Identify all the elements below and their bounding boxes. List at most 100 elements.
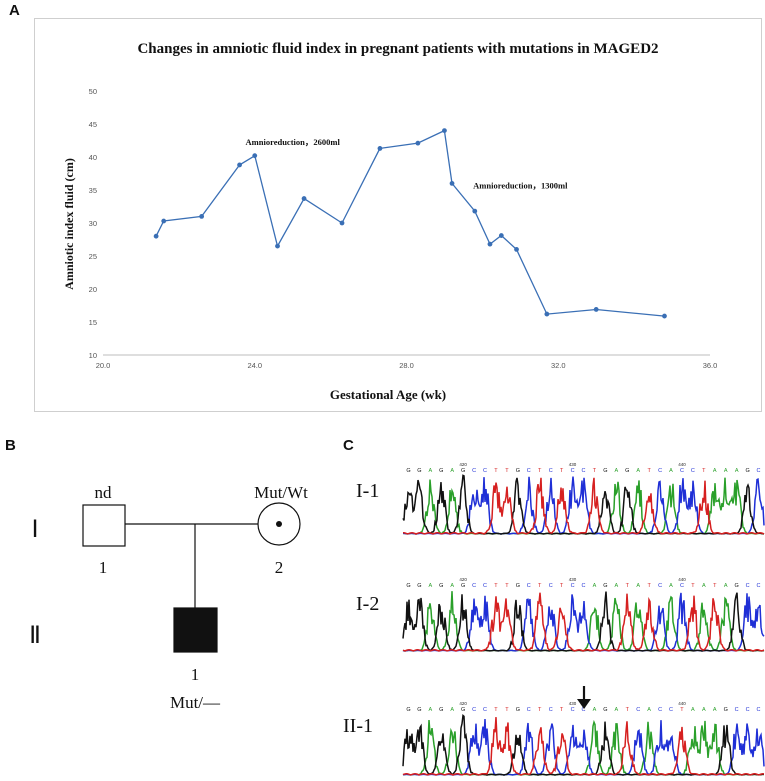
generation-label-2: Ⅱ bbox=[29, 623, 41, 649]
x-tick-label: 32.0 bbox=[551, 361, 566, 370]
base-call: G bbox=[516, 583, 520, 589]
data-point bbox=[237, 162, 242, 168]
data-point bbox=[662, 313, 667, 319]
base-call: T bbox=[560, 583, 564, 589]
base-call: T bbox=[691, 583, 695, 589]
y-tick-label: 40 bbox=[89, 153, 97, 162]
position-number: 440 bbox=[678, 701, 686, 706]
base-call: G bbox=[735, 583, 739, 589]
base-call: C bbox=[472, 468, 476, 474]
position-number: 440 bbox=[678, 577, 686, 582]
x-tick-label: 28.0 bbox=[399, 361, 414, 370]
position-number: 420 bbox=[459, 701, 467, 706]
position-number: 440 bbox=[678, 462, 686, 467]
base-call: T bbox=[702, 468, 706, 474]
mutation-arrow-icon bbox=[577, 686, 591, 709]
base-call: C bbox=[658, 707, 662, 713]
base-call: G bbox=[603, 468, 607, 474]
y-tick-label: 15 bbox=[89, 318, 97, 327]
data-point bbox=[514, 247, 519, 252]
chart-annotation: Amnioreduction，1300ml bbox=[473, 181, 568, 191]
y-tick-label: 35 bbox=[89, 186, 97, 195]
panel-label-b: B bbox=[5, 437, 16, 454]
base-call: G bbox=[603, 583, 607, 589]
base-call: C bbox=[571, 468, 575, 474]
base-call: G bbox=[417, 707, 421, 713]
base-call: A bbox=[429, 583, 433, 589]
base-call: C bbox=[571, 583, 575, 589]
x-tick-label: 24.0 bbox=[247, 361, 262, 370]
data-point bbox=[593, 307, 599, 312]
data-point bbox=[449, 181, 455, 186]
panel-label-c: C bbox=[343, 437, 354, 454]
base-call: G bbox=[417, 468, 421, 474]
base-call: A bbox=[735, 468, 739, 474]
base-call: G bbox=[439, 468, 443, 474]
y-tick-label: 45 bbox=[89, 120, 97, 129]
base-call: A bbox=[713, 707, 717, 713]
ii1-number: 1 bbox=[191, 665, 200, 684]
chart-title: Changes in amniotic fluid index in pregn… bbox=[137, 41, 658, 57]
base-call: T bbox=[505, 707, 509, 713]
base-call: T bbox=[647, 468, 651, 474]
i1-number: 1 bbox=[99, 558, 108, 577]
base-call: C bbox=[691, 468, 695, 474]
x-tick-label: 36.0 bbox=[703, 361, 718, 370]
base-call: A bbox=[691, 707, 695, 713]
base-call: G bbox=[603, 707, 607, 713]
x-tick-label: 20.0 bbox=[96, 361, 111, 370]
data-point bbox=[498, 233, 504, 238]
carrier-dot bbox=[276, 521, 282, 527]
ii1-status: Mut/— bbox=[170, 693, 221, 712]
data-point bbox=[199, 214, 205, 219]
i2-status: Mut/Wt bbox=[254, 483, 308, 502]
base-call: G bbox=[745, 468, 749, 474]
position-number: 420 bbox=[459, 462, 467, 467]
chart-annotation: Amnioreduction，2600ml bbox=[246, 137, 341, 147]
base-call: T bbox=[494, 468, 498, 474]
base-call: C bbox=[472, 707, 476, 713]
i2-number: 2 bbox=[275, 558, 284, 577]
base-call: T bbox=[647, 583, 651, 589]
base-call: C bbox=[472, 583, 476, 589]
i1-male-unaffected bbox=[82, 504, 126, 547]
base-call: T bbox=[505, 583, 509, 589]
base-call: C bbox=[582, 468, 586, 474]
base-call: A bbox=[724, 468, 728, 474]
position-number: 430 bbox=[569, 701, 577, 706]
base-call: A bbox=[669, 583, 673, 589]
base-call: A bbox=[702, 707, 706, 713]
data-point bbox=[487, 241, 493, 247]
base-call: A bbox=[450, 468, 454, 474]
base-call: C bbox=[658, 583, 662, 589]
base-call: C bbox=[483, 583, 487, 589]
position-number: 430 bbox=[569, 462, 577, 467]
base-call: A bbox=[636, 583, 640, 589]
base-call: A bbox=[614, 468, 618, 474]
base-call: C bbox=[527, 707, 531, 713]
base-call: T bbox=[626, 583, 630, 589]
peak-trace-T bbox=[403, 477, 765, 535]
position-number: 430 bbox=[569, 577, 577, 582]
base-call: T bbox=[713, 583, 717, 589]
base-call: G bbox=[625, 468, 629, 474]
peak-trace-T bbox=[402, 717, 765, 776]
base-call: G bbox=[516, 707, 520, 713]
base-call: C bbox=[571, 707, 575, 713]
base-call: T bbox=[593, 468, 597, 474]
base-call: C bbox=[757, 468, 761, 474]
data-point bbox=[442, 128, 447, 133]
data-point bbox=[415, 140, 421, 146]
trace-label-i1: I-1 bbox=[356, 480, 379, 502]
base-call: G bbox=[406, 583, 410, 589]
base-call: A bbox=[713, 468, 717, 474]
y-tick-label: 25 bbox=[89, 252, 97, 261]
i1-status: nd bbox=[95, 483, 113, 502]
trace-label-ii1: II-1 bbox=[343, 715, 373, 737]
base-call: A bbox=[702, 583, 706, 589]
base-call: C bbox=[549, 583, 553, 589]
base-call: T bbox=[505, 468, 509, 474]
base-call: C bbox=[735, 707, 739, 713]
